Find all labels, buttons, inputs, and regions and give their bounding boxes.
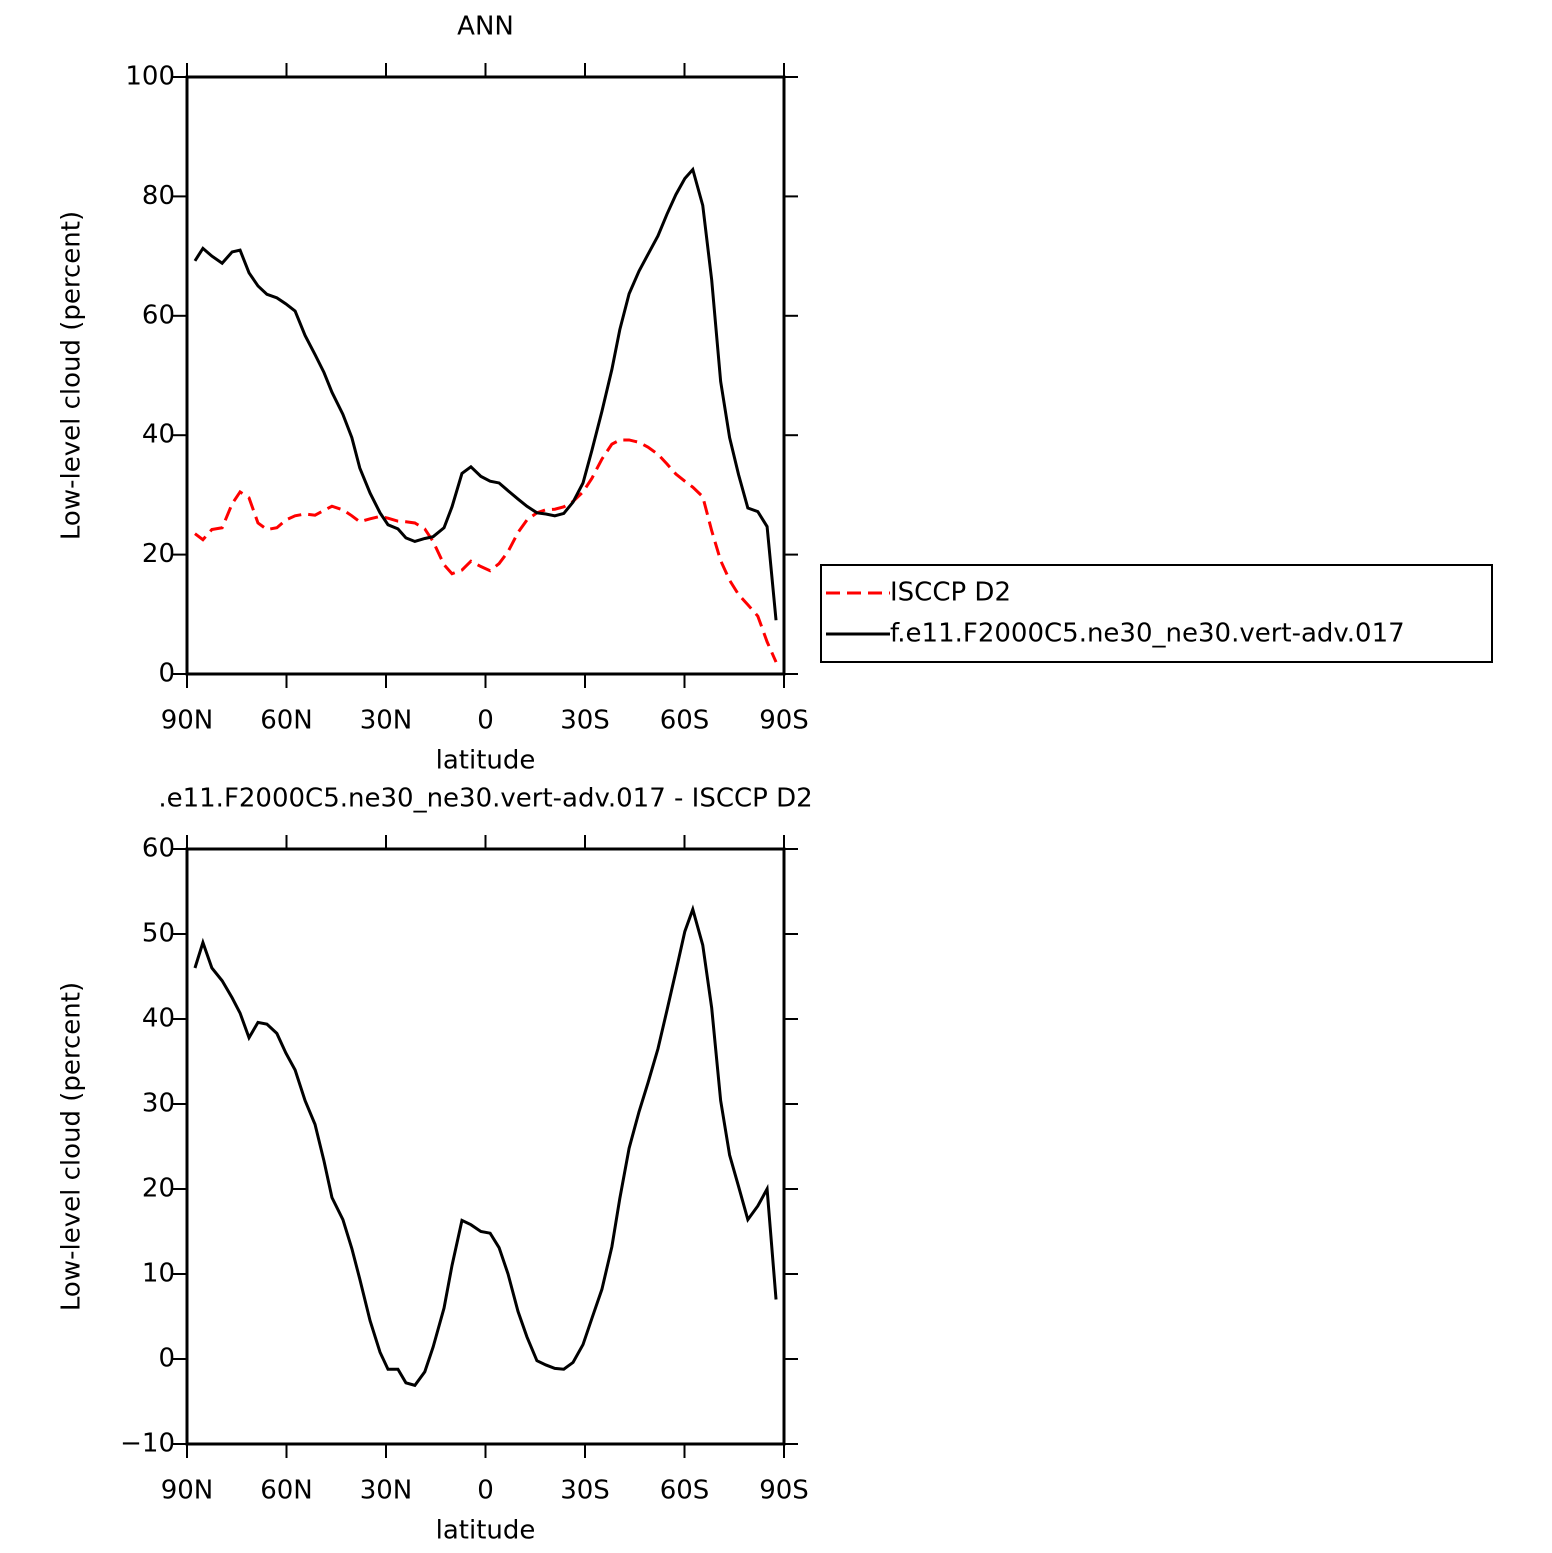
x-tick-label: 60N	[260, 1476, 313, 1506]
y-tick-label: 60	[142, 300, 175, 330]
y-tick-label: 100	[125, 62, 175, 92]
data-line	[194, 438, 778, 663]
x-axis-label: latitude	[436, 1516, 536, 1546]
x-tick-label: 30S	[560, 1476, 610, 1506]
y-tick-label: 30	[142, 1089, 175, 1119]
x-tick-label: 60S	[660, 1476, 710, 1506]
y-tick-label: 50	[142, 919, 175, 949]
x-tick-label: 30S	[560, 706, 610, 736]
y-tick-label: −10	[120, 1429, 175, 1459]
x-tick-label: 90N	[161, 1476, 214, 1506]
y-tick-label: 80	[142, 181, 175, 211]
y-tick-label: 0	[158, 659, 175, 689]
legend-label: ISCCP D2	[890, 578, 1011, 608]
plot-frame	[185, 75, 786, 676]
x-tick-label: 0	[477, 1476, 494, 1506]
data-line	[193, 166, 778, 621]
y-tick-label: 20	[142, 1174, 175, 1204]
x-tick-label: 30N	[360, 706, 413, 736]
x-axis-label: latitude	[436, 746, 536, 776]
legend-label: f.e11.F2000C5.ne30_ne30.vert-adv.017	[890, 619, 1405, 649]
y-axis-label: Low-level cloud (percent)	[57, 211, 87, 540]
y-tick-label: 20	[142, 539, 175, 569]
chart-title: .e11.F2000C5.ne30_ne30.vert-adv.017 - IS…	[158, 784, 812, 814]
x-tick-label: 90S	[759, 1476, 809, 1506]
data-line	[193, 904, 778, 1388]
y-tick-label: 0	[158, 1344, 175, 1374]
x-tick-label: 0	[477, 706, 494, 736]
y-tick-label: 10	[142, 1259, 175, 1289]
x-tick-label: 90N	[161, 706, 214, 736]
plot-frame	[185, 847, 786, 1446]
y-tick-label: 40	[142, 1004, 175, 1034]
x-tick-label: 30N	[360, 1476, 413, 1506]
y-tick-label: 60	[142, 834, 175, 864]
y-axis-label: Low-level cloud (percent)	[57, 982, 87, 1311]
x-tick-label: 60S	[660, 706, 710, 736]
chart-title: ANN	[457, 12, 514, 42]
x-tick-label: 90S	[759, 706, 809, 736]
x-tick-label: 60N	[260, 706, 313, 736]
y-tick-label: 40	[142, 420, 175, 450]
legend-box	[820, 564, 1493, 663]
